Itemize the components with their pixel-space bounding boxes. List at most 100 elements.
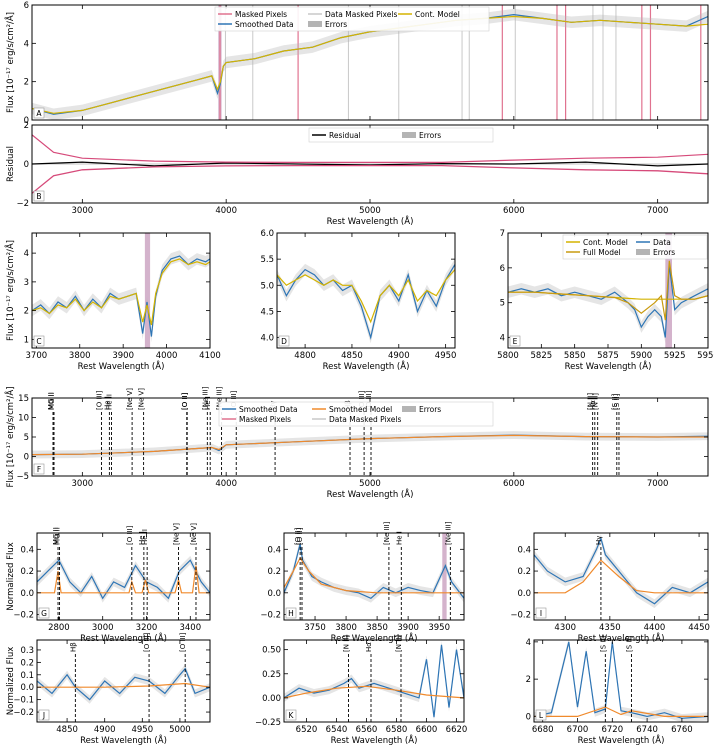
y-tick-label: 0.00 — [262, 694, 281, 704]
panel-letter-box — [38, 607, 50, 619]
y-tick-label: 4 — [24, 249, 29, 259]
x-tick-label: 3400 — [179, 623, 201, 633]
emission-line-label: He I — [204, 396, 212, 410]
panel-letter-box — [535, 607, 547, 619]
series-cont-model — [32, 258, 210, 326]
legend-label: Data Masked Pixels — [329, 415, 401, 424]
emission-line-label: [O III] — [126, 525, 134, 545]
panel-b: 3000 4000 5000 6000 7000 −2 0 2 Rest Wavelength … — [6, 121, 709, 227]
y-tick-label: −5 — [16, 472, 29, 482]
x-tick-label: 3950 — [428, 623, 450, 633]
y-tick-label: 0.0 — [517, 589, 531, 599]
legend-swatch — [308, 21, 322, 27]
emission-line-label: [S II] — [613, 393, 621, 410]
y-tick-label: 2 — [24, 78, 29, 88]
emission-line-label: MG II — [54, 527, 62, 545]
x-axis-label: Rest Wavelength (Å) — [578, 734, 665, 746]
x-tick-label: 4900 — [94, 725, 116, 735]
x-tick-label: 4900 — [388, 351, 410, 361]
legend-label: Data — [653, 238, 671, 247]
x-axis-label: Rest Wavelength (Å) — [578, 632, 665, 644]
panel-letter: D — [281, 337, 287, 346]
x-tick-label: 6700 — [567, 725, 589, 735]
x-tick-label: 5875 — [597, 351, 619, 361]
y-tick-label: 5.5 — [260, 255, 274, 265]
y-tick-label: 0.4 — [267, 545, 281, 555]
panel-letter-box — [278, 335, 290, 347]
y-tick-label: 2 — [24, 121, 29, 131]
y-tick-label: 4 — [526, 638, 531, 648]
y-tick-label: 2 — [24, 307, 29, 317]
y-tick-label: 0 — [24, 453, 29, 463]
series-smoothed-model — [534, 559, 708, 594]
series-smoothed-model — [37, 682, 210, 688]
x-tick-label: 6600 — [416, 725, 438, 735]
series-smoothed-data — [284, 644, 464, 718]
series-errors — [32, 134, 708, 163]
legend-label: Errors — [419, 405, 441, 414]
y-tick-label: 0 — [526, 712, 531, 722]
x-tick-label: 5900 — [631, 351, 653, 361]
x-tick-label: 4000 — [215, 479, 237, 489]
y-tick-label: 0.2 — [20, 567, 34, 577]
x-tick-label: 3200 — [136, 623, 158, 633]
y-tick-label: 6.0 — [260, 229, 274, 239]
y-tick-label: 0.4 — [517, 545, 531, 555]
x-axis-label: Rest Wavelength (Å) — [323, 360, 410, 372]
y-tick-label: 0.2 — [267, 567, 281, 577]
panel-i: Hγ 4300 4350 4400 4450 −0.2 0.0 0.2 0.4 Rest Wave… — [510, 532, 710, 644]
plot-area-j — [37, 664, 210, 704]
emission-line-label: MG II — [52, 527, 60, 545]
y-axis-label: Flux [10⁻¹⁷ erg/s/cm²/Å] — [4, 12, 16, 113]
panel-letter-box — [509, 335, 521, 347]
axes-frame — [283, 532, 465, 621]
emission-line-label: [Ne V] — [172, 523, 180, 545]
y-tick-label: −0.1 — [13, 696, 34, 706]
x-axis-label: Rest Wavelength (Å) — [327, 488, 414, 500]
y-axis-label: Normalized Flux — [6, 542, 16, 611]
legend-label: Masked Pixels — [235, 10, 287, 19]
x-tick-label: 4850 — [56, 725, 78, 735]
x-tick-label: 3900 — [112, 351, 134, 361]
x-tick-label: 6520 — [296, 725, 318, 735]
series-smoothed-model — [284, 556, 464, 594]
panel-a: 0 2 4 6 Flux [10⁻¹⁷ erg/s/cm²/Å] A Masked Pixe… — [4, 1, 709, 126]
x-tick-label: 3000 — [92, 623, 114, 633]
series-smoothed-model — [37, 565, 210, 594]
x-axis-label: Rest Wavelength (Å) — [331, 734, 418, 746]
y-tick-label: 0.50 — [262, 646, 281, 656]
panel-letter-box — [33, 335, 45, 347]
axes-frame — [533, 639, 709, 723]
panel-letter: E — [513, 337, 518, 346]
y-tick-label: 4.5 — [260, 307, 274, 317]
emission-line-label: [N II] — [343, 635, 351, 652]
emission-line-label: He I — [103, 396, 111, 410]
legend-label: Full Model — [583, 248, 621, 257]
plot-area-g — [37, 555, 210, 603]
plot-area-h — [284, 533, 464, 620]
emission-line-label: Hγ — [595, 536, 603, 545]
series-smoothed-data — [534, 641, 708, 719]
x-tick-label: 5925 — [664, 351, 686, 361]
emission-line-label: [Ne V] — [126, 388, 134, 410]
y-tick-label: 0.2 — [517, 567, 531, 577]
series-smoothed-data — [37, 667, 210, 701]
emission-line-label: [O II] — [296, 527, 304, 545]
y-tick-label: 0.0 — [20, 589, 34, 599]
y-tick-label: 1 — [24, 335, 29, 345]
y-tick-label: 0.25 — [262, 670, 281, 680]
x-tick-label: 5000 — [359, 206, 381, 216]
x-tick-label: 5000 — [359, 479, 381, 489]
x-axis-label: Rest Wavelength (Å) — [331, 632, 418, 644]
y-tick-label: −0.2 — [510, 611, 531, 621]
emission-line-label: Hβ — [69, 642, 77, 652]
panel-letter: A — [36, 109, 42, 118]
x-tick-label: 4450 — [688, 623, 710, 633]
series-smoothed-model — [534, 706, 708, 717]
panel-letter: G — [41, 609, 47, 618]
error-band — [32, 250, 210, 343]
y-tick-label: −2 — [16, 199, 29, 209]
series-data — [508, 264, 708, 338]
